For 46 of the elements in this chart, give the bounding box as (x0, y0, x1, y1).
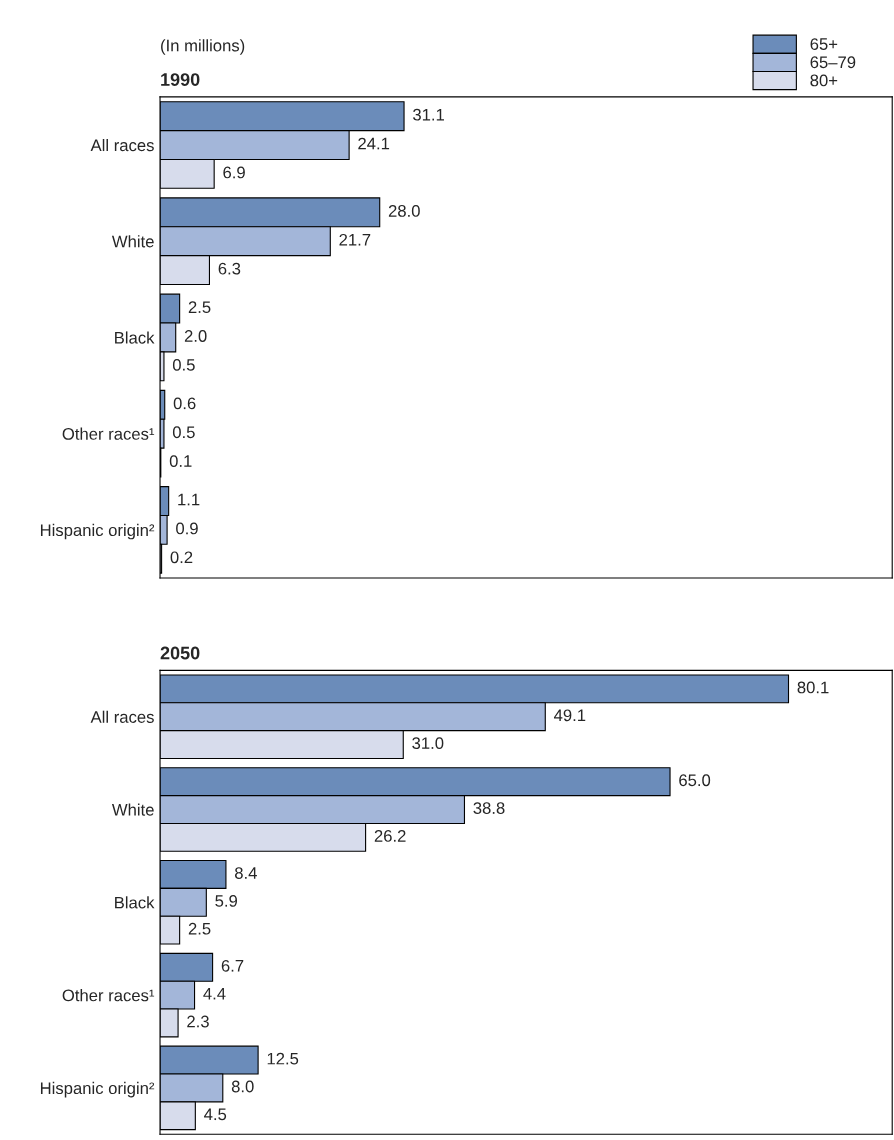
data-label: 5.9 (215, 894, 238, 907)
data-label: 0.5 (172, 358, 195, 371)
data-label: 1.1 (178, 493, 200, 506)
y-tick-label: Black (115, 331, 155, 344)
y-tick-label: Other races¹ (62, 989, 155, 1002)
y-tick-label: White (111, 803, 154, 816)
data-label: 0.9 (176, 522, 198, 535)
y-tick-label: Hispanic origin² (40, 1081, 155, 1098)
data-label: 2.0 (184, 330, 207, 342)
y-tick-label: All races (90, 138, 154, 152)
legend-label: 65+ (810, 38, 838, 50)
data-label: 6.9 (223, 166, 245, 179)
data-label: 2.3 (187, 1015, 209, 1028)
y-tick-label: Other races¹ (62, 427, 155, 440)
data-label: 24.1 (358, 137, 390, 150)
data-label: 12.5 (267, 1052, 299, 1065)
data-label: 0.5 (172, 426, 195, 439)
data-label: 4.4 (203, 987, 226, 1000)
y-tick-label: White (111, 235, 154, 248)
data-label: 0.2 (170, 551, 193, 564)
data-label: 49.1 (553, 709, 586, 722)
chart-title: 2050 (160, 646, 200, 660)
data-label: 80.1 (797, 681, 829, 694)
text: (In millions) (161, 39, 245, 55)
data-label: 31.0 (412, 737, 444, 750)
y-tick-label: Black (115, 896, 155, 909)
legend-label: 65–79 (810, 56, 856, 69)
chart-title: 1990 (161, 73, 200, 86)
y-tick-label: All races (90, 710, 154, 723)
data-label: 6.3 (218, 262, 241, 275)
data-label: 31.1 (413, 108, 444, 121)
data-label: 8.4 (234, 867, 257, 879)
data-label: 28.0 (388, 205, 420, 217)
data-label: 65.0 (679, 774, 711, 787)
data-label: 38.8 (473, 802, 505, 814)
data-label: 0.1 (169, 455, 192, 467)
legend-label: 80+ (810, 74, 838, 87)
data-label: 2.5 (188, 922, 211, 935)
data-label: 2.5 (188, 301, 211, 314)
data-label: 21.7 (339, 233, 371, 246)
data-label: 6.7 (221, 959, 244, 972)
data-label: 4.5 (204, 1108, 227, 1121)
y-tick-label: Hispanic origin² (40, 523, 155, 540)
data-label: 26.2 (374, 830, 406, 842)
data-label: 0.6 (173, 397, 196, 410)
data-label: 8.0 (231, 1080, 254, 1093)
